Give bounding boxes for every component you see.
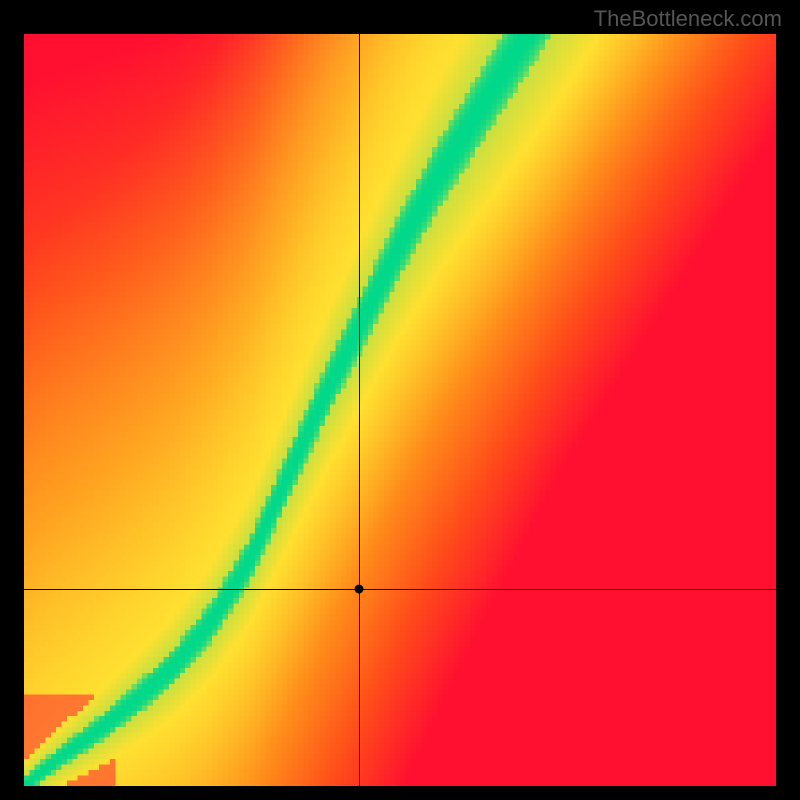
crosshair-dot (354, 584, 363, 593)
crosshair-horizontal (24, 589, 776, 590)
heatmap-canvas (24, 34, 776, 786)
plot-area (24, 34, 776, 786)
watermark-text: TheBottleneck.com (594, 6, 782, 32)
chart-container: TheBottleneck.com (0, 0, 800, 800)
crosshair-vertical (359, 34, 360, 786)
